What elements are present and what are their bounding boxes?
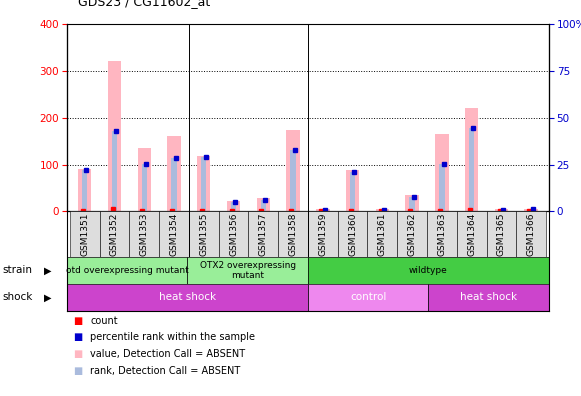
Text: GSM1366: GSM1366 (527, 213, 536, 256)
Text: GSM1362: GSM1362 (408, 213, 417, 256)
Text: control: control (350, 292, 386, 303)
Text: wildtype: wildtype (409, 266, 448, 275)
Bar (159, 211, 189, 257)
Bar (465, 108, 478, 211)
Text: heat shock: heat shock (460, 292, 517, 303)
Text: ■: ■ (73, 366, 82, 376)
Bar (350, 171, 355, 211)
Text: GSM1352: GSM1352 (110, 213, 119, 256)
Bar (107, 61, 121, 211)
Text: ▶: ▶ (44, 292, 51, 303)
Bar (278, 211, 308, 257)
Bar (130, 211, 159, 257)
Text: GSM1364: GSM1364 (467, 213, 476, 256)
Bar (316, 209, 329, 211)
Bar (99, 211, 130, 257)
Text: GSM1355: GSM1355 (199, 213, 208, 256)
Text: count: count (90, 316, 118, 326)
Text: GSM1359: GSM1359 (318, 213, 327, 256)
Text: rank, Detection Call = ABSENT: rank, Detection Call = ABSENT (90, 366, 241, 376)
Bar (406, 195, 419, 211)
Text: GSM1356: GSM1356 (229, 213, 238, 256)
Bar (435, 134, 449, 211)
Bar (457, 211, 486, 257)
Bar (67, 257, 187, 284)
Text: GSM1353: GSM1353 (139, 213, 149, 256)
Text: strain: strain (3, 265, 33, 276)
Bar (439, 164, 444, 211)
Text: GSM1361: GSM1361 (378, 213, 387, 256)
Bar (227, 201, 240, 211)
Bar (525, 209, 538, 211)
Text: GSM1358: GSM1358 (289, 213, 297, 256)
Bar (308, 257, 549, 284)
Bar (308, 284, 428, 311)
Bar (167, 136, 181, 211)
Text: ■: ■ (73, 349, 82, 359)
Text: shock: shock (3, 292, 33, 303)
Bar (469, 128, 474, 211)
Bar (231, 202, 236, 211)
Bar (78, 169, 91, 211)
Text: GSM1357: GSM1357 (259, 213, 268, 256)
Text: heat shock: heat shock (159, 292, 216, 303)
Bar (308, 211, 338, 257)
Bar (486, 211, 517, 257)
Bar (367, 211, 397, 257)
Bar (517, 211, 546, 257)
Text: ▶: ▶ (44, 265, 51, 276)
Bar (70, 211, 99, 257)
Bar (197, 156, 210, 211)
Bar (82, 170, 87, 211)
Bar (218, 211, 249, 257)
Text: GDS23 / CG11602_at: GDS23 / CG11602_at (78, 0, 211, 8)
Bar (189, 211, 218, 257)
Bar (201, 158, 206, 211)
Bar (397, 211, 427, 257)
Bar (379, 209, 385, 211)
Bar (187, 257, 308, 284)
Text: GSM1365: GSM1365 (497, 213, 506, 256)
Bar (346, 170, 359, 211)
Bar (498, 209, 504, 211)
Bar (320, 209, 325, 211)
Bar (67, 284, 308, 311)
Bar (338, 211, 367, 257)
Bar (427, 211, 457, 257)
Bar (494, 209, 508, 211)
Text: GSM1351: GSM1351 (80, 213, 89, 256)
Bar (286, 130, 300, 211)
Bar (138, 148, 151, 211)
Bar (249, 211, 278, 257)
Text: GSM1354: GSM1354 (170, 213, 178, 256)
Text: otd overexpressing mutant: otd overexpressing mutant (66, 266, 188, 275)
Bar (112, 131, 117, 211)
Bar (290, 150, 296, 211)
Bar (171, 158, 177, 211)
Bar (261, 200, 266, 211)
Text: ■: ■ (73, 316, 82, 326)
Bar (529, 209, 534, 211)
Text: GSM1363: GSM1363 (437, 213, 446, 256)
Text: OTX2 overexpressing
mutant: OTX2 overexpressing mutant (200, 261, 296, 280)
Text: GSM1360: GSM1360 (348, 213, 357, 256)
Text: percentile rank within the sample: percentile rank within the sample (90, 332, 255, 343)
Bar (428, 284, 549, 311)
Text: ■: ■ (73, 332, 82, 343)
Bar (376, 209, 389, 211)
Bar (410, 197, 415, 211)
Text: value, Detection Call = ABSENT: value, Detection Call = ABSENT (90, 349, 245, 359)
Bar (142, 164, 147, 211)
Bar (257, 198, 270, 211)
